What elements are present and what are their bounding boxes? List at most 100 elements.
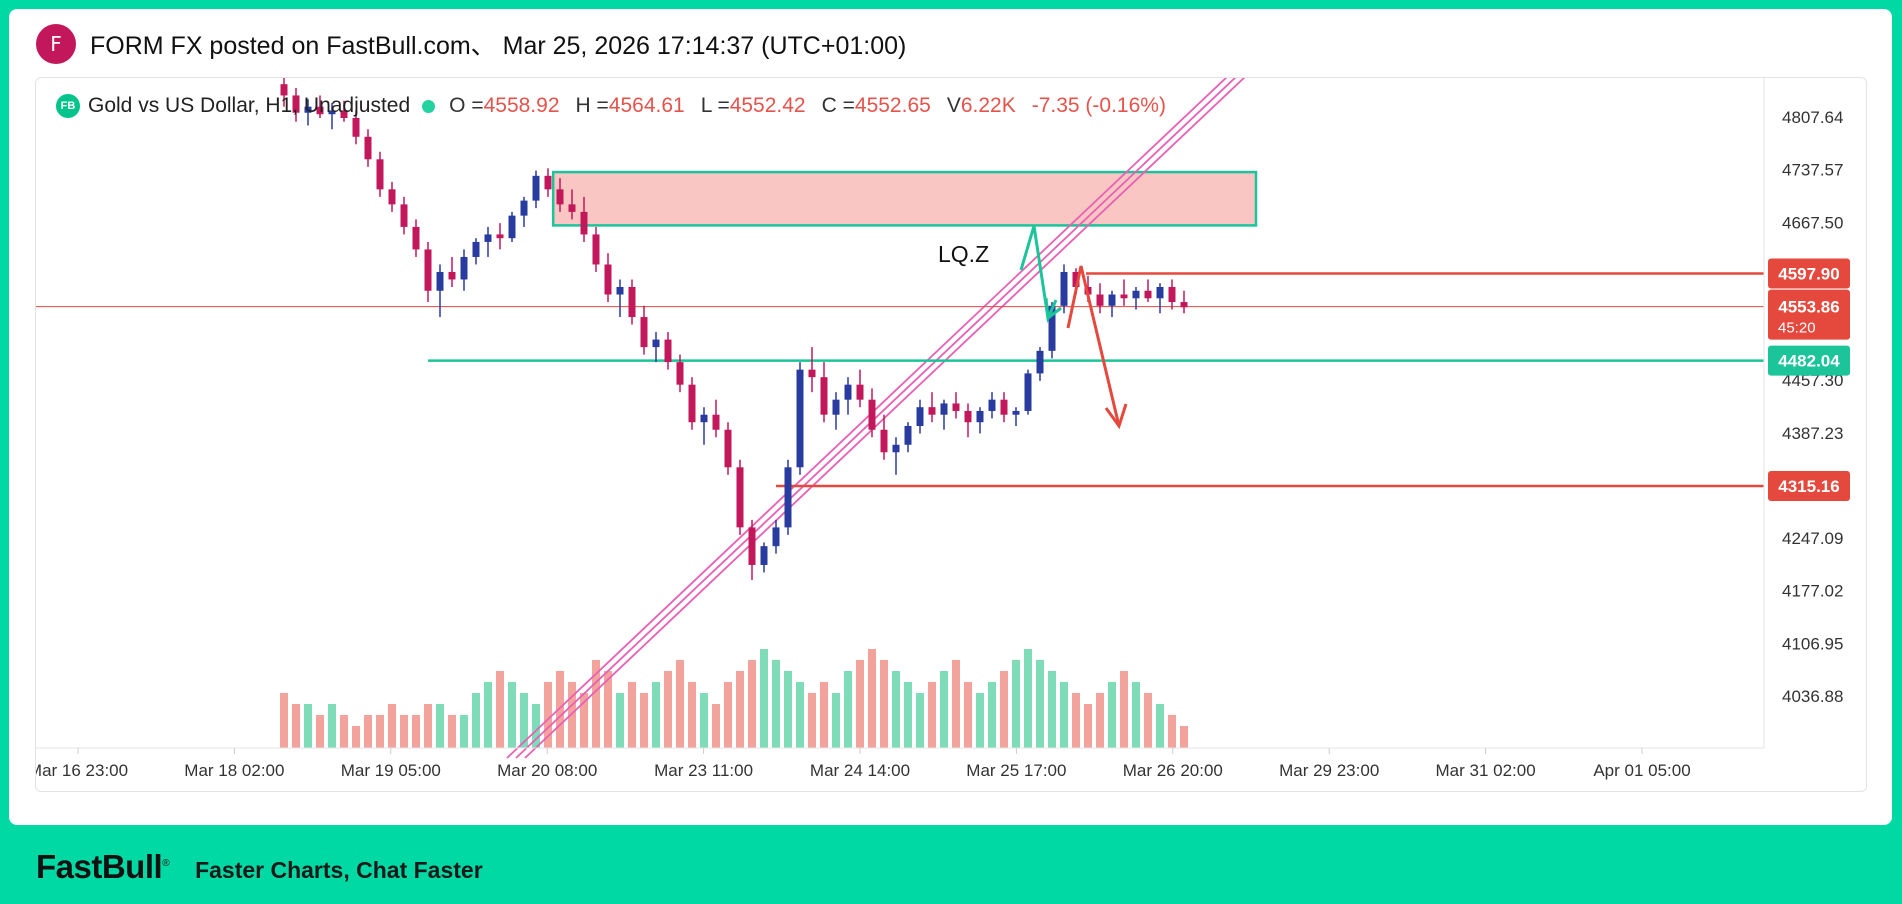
volume-bar: [784, 671, 792, 748]
trend-channel-line: [524, 78, 1246, 759]
author-avatar[interactable]: F: [36, 24, 76, 64]
x-tick-label: Mar 16 23:00: [36, 761, 128, 780]
candle-body: [1012, 410, 1020, 415]
volume-bar: [796, 682, 804, 748]
volume-bar: [904, 682, 912, 748]
candle-body: [820, 377, 828, 415]
volume-bar: [388, 704, 396, 748]
candle-body: [604, 264, 612, 295]
candle-body: [532, 175, 540, 201]
candle-body: [784, 467, 792, 528]
candle-body: [280, 84, 288, 96]
price-label-box: [1768, 289, 1850, 340]
candle-body: [832, 399, 840, 415]
y-tick-label: 4247.09: [1782, 529, 1843, 548]
price-label-box: [1768, 470, 1850, 501]
volume-bar: [652, 682, 660, 748]
volume-bar: [748, 660, 756, 748]
volume-bar: [484, 682, 492, 748]
candle-body: [976, 410, 984, 423]
candle-body: [892, 444, 900, 453]
brand-name[interactable]: FastBull®: [36, 848, 170, 886]
volume-bar: [724, 682, 732, 748]
candle-body: [1132, 290, 1140, 299]
volume-bar: [580, 693, 588, 748]
candle-body: [1108, 294, 1116, 306]
candle-body: [856, 384, 864, 400]
volume-bar: [1048, 671, 1056, 748]
candle-body: [1180, 302, 1188, 308]
candle-body: [316, 106, 324, 115]
volume-bar: [328, 704, 336, 748]
volume-bar: [808, 693, 816, 748]
candle-body: [292, 95, 300, 113]
volume-bar: [460, 715, 468, 748]
close-value: 4552.65: [854, 94, 931, 117]
volume-bar: [1084, 704, 1092, 748]
volume-bar: [568, 682, 576, 748]
high-value: 4564.61: [608, 94, 685, 117]
red-arrow-head: [1104, 403, 1128, 430]
volume-bar: [676, 660, 684, 748]
price-chart[interactable]: LQ.Z 4807.64 4737.57 4667.50 4457.30 4387.23…: [36, 78, 1866, 791]
volume-bar: [736, 671, 744, 748]
volume-bar: [1072, 693, 1080, 748]
volume-bar: [856, 660, 864, 748]
candle-body: [796, 369, 804, 468]
volume-bar: [544, 682, 552, 748]
candle-body: [1036, 350, 1044, 374]
volume-bar: [316, 715, 324, 748]
volume-bar: [1168, 715, 1176, 748]
volume-bar: [1000, 671, 1008, 748]
volume-bar: [916, 693, 924, 748]
x-tick-label: Mar 31 02:00: [1436, 761, 1536, 780]
volume-bar: [832, 693, 840, 748]
volume-bar: [400, 715, 408, 748]
candle-body: [916, 407, 924, 426]
candle-body: [652, 339, 660, 348]
candle-body: [424, 249, 432, 291]
y-tick-label: 4177.02: [1782, 582, 1843, 601]
volume-bar: [700, 693, 708, 748]
volume-bar: [640, 693, 648, 748]
volume-bar: [616, 693, 624, 748]
candle-body: [496, 234, 504, 239]
volume-bar: [424, 704, 432, 748]
volume-bar: [964, 682, 972, 748]
candle-body: [592, 234, 600, 265]
low-label: L =: [700, 94, 730, 117]
volume-bar: [340, 715, 348, 748]
price-label-text: 4597.90: [1778, 265, 1839, 284]
candle-body: [400, 204, 408, 227]
candle-body: [1144, 290, 1152, 299]
volume-bar: [892, 671, 900, 748]
volume-bar: [1180, 726, 1188, 748]
candle-body: [328, 110, 336, 115]
candle-body: [952, 403, 960, 411]
x-tick-label: Mar 25 17:00: [966, 761, 1066, 780]
candle-body: [1072, 271, 1080, 288]
x-tick-label: Mar 29 23:00: [1279, 761, 1379, 780]
supply-zone: [551, 170, 1258, 227]
candle-body: [1048, 305, 1056, 351]
candle-body: [484, 234, 492, 242]
price-label-text: 4315.16: [1778, 477, 1839, 496]
volume-bar: [448, 715, 456, 748]
volume-label: V: [946, 94, 961, 117]
candle-body: [340, 110, 348, 118]
symbol-label: Gold vs US Dollar, H1, Unadjusted: [88, 94, 411, 117]
price-label-box: [1768, 258, 1850, 289]
x-tick-label: Mar 26 20:00: [1123, 761, 1223, 780]
volume-bar: [844, 671, 852, 748]
candle-body: [616, 287, 624, 295]
post-title: FORM FX posted on FastBull.com、 Mar 25, …: [90, 32, 907, 60]
footer: FastBull® Faster Charts, Chat Faster: [36, 848, 483, 886]
lqz-annotation: LQ.Z: [938, 241, 989, 267]
y-tick-label: 4667.50: [1782, 213, 1843, 232]
volume-bar: [820, 682, 828, 748]
candle-body: [544, 175, 552, 190]
volume-bar: [1060, 682, 1068, 748]
candle-body: [580, 211, 588, 235]
y-tick-label: 4457.30: [1782, 371, 1843, 390]
trend-channel-line: [515, 78, 1237, 759]
